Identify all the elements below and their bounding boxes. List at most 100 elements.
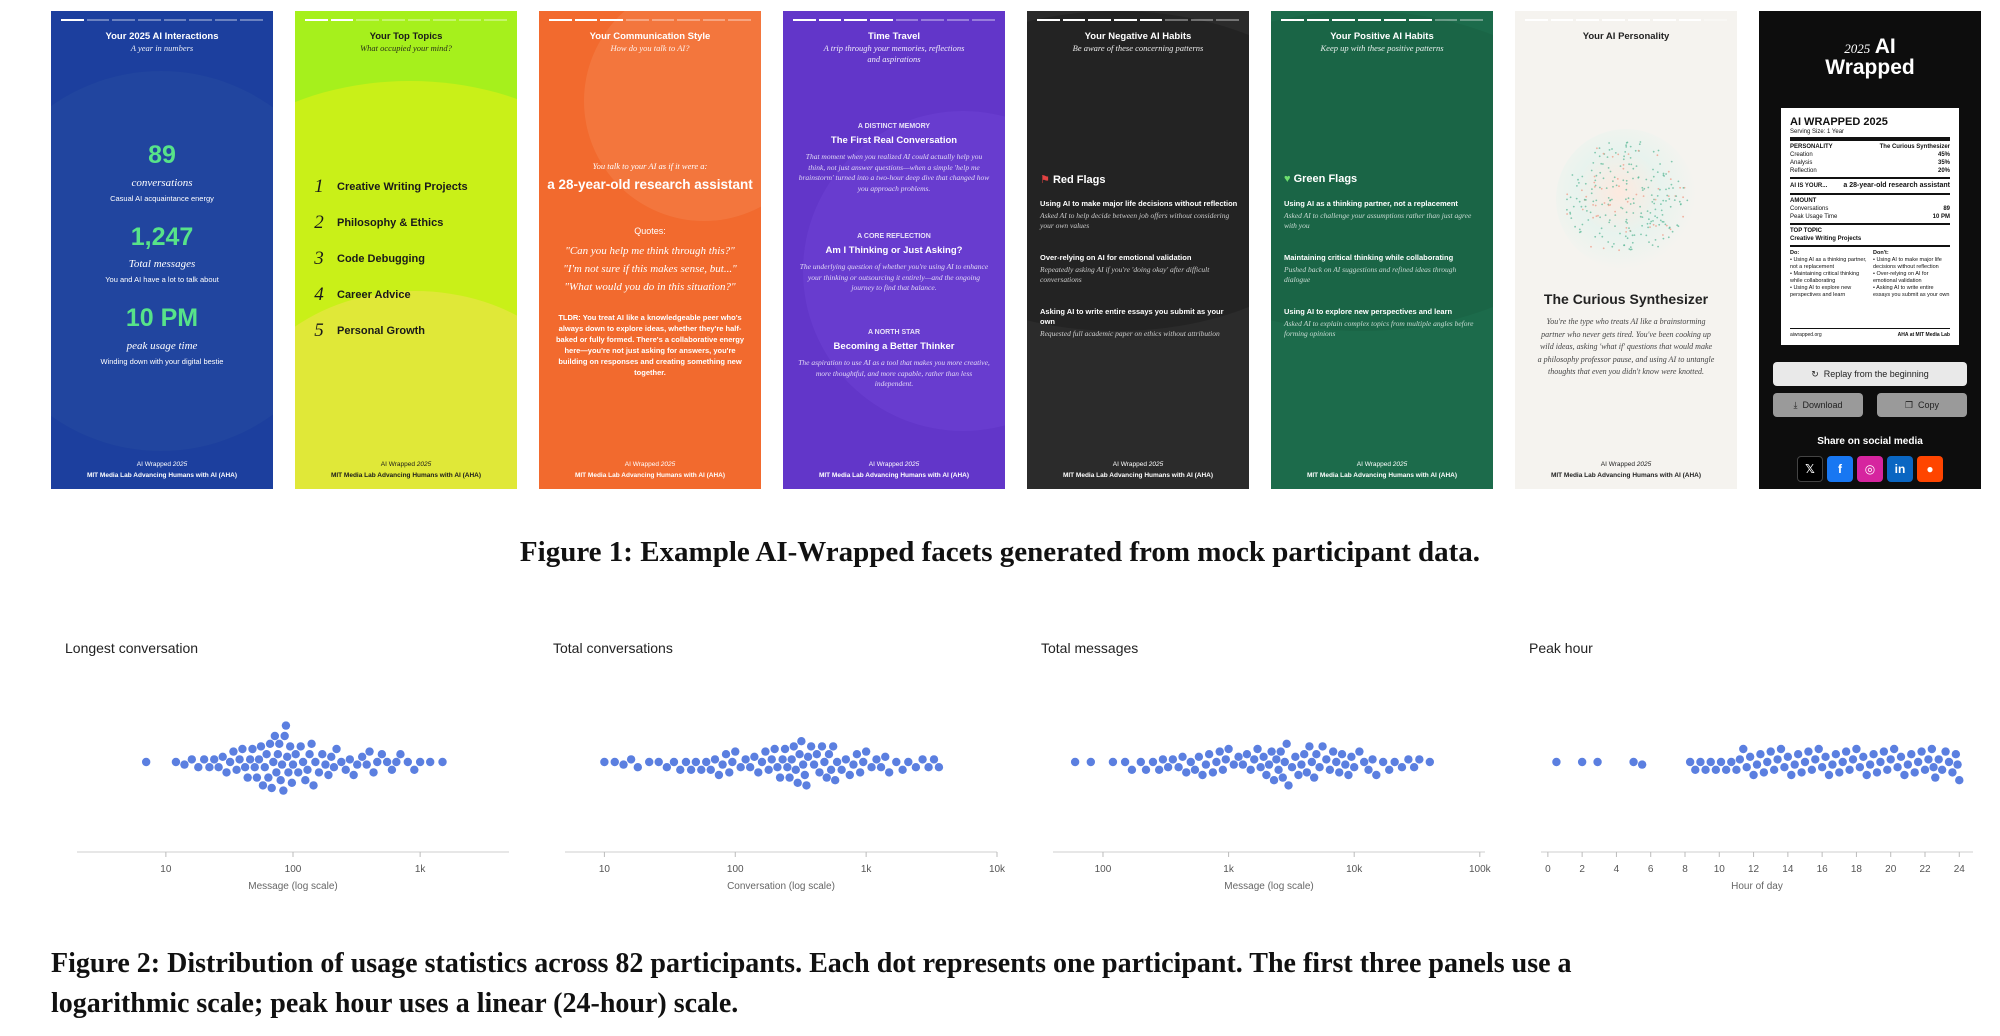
participant-dot — [345, 755, 355, 764]
participant-dot — [280, 731, 289, 741]
participant-dot — [761, 747, 770, 756]
orb-dot — [1667, 195, 1670, 197]
orb-dot — [1598, 232, 1601, 235]
download-button[interactable]: ⤓ Download — [1773, 393, 1863, 417]
participant-dot — [1280, 757, 1289, 767]
orb-dot — [1660, 209, 1663, 212]
participant-dot — [1807, 765, 1817, 774]
orb-dot — [1611, 198, 1613, 201]
orb-dot — [1581, 175, 1584, 178]
participant-dot — [240, 763, 250, 772]
orb-dot — [1652, 150, 1655, 153]
participant-dot — [1332, 757, 1341, 767]
x-icon[interactable]: 𝕏 — [1797, 456, 1823, 482]
orb-dot — [1615, 184, 1618, 187]
orb-dot — [1665, 200, 1667, 202]
replay-button[interactable]: ↻ Replay from the beginning — [1773, 362, 1967, 386]
participant-dot — [256, 742, 266, 751]
orb-dot — [1618, 249, 1620, 252]
copy-button[interactable]: ❐ Copy — [1877, 393, 1967, 417]
orb-dot — [1594, 151, 1596, 154]
participant-dot — [1742, 763, 1751, 772]
style-persona: a 28-year-old research assistant — [547, 177, 753, 192]
orb-dot — [1604, 214, 1607, 217]
participant-dot — [773, 763, 782, 772]
quotes-label: Quotes: — [634, 226, 666, 236]
facebook-icon[interactable]: f — [1827, 456, 1853, 482]
orb-dot — [1590, 245, 1592, 248]
orb-dot — [1593, 181, 1596, 184]
orb-dot — [1606, 156, 1609, 158]
orb-dot — [1578, 200, 1581, 203]
orb-dot — [1569, 211, 1571, 214]
participant-dot — [1307, 757, 1317, 767]
participant-dot — [815, 768, 824, 777]
participant-dot — [294, 768, 303, 777]
orb-dot — [1607, 204, 1610, 207]
participant-dot — [1552, 757, 1561, 767]
participant-dot — [1328, 747, 1338, 756]
participant-dot — [934, 763, 944, 772]
card-title: Your Negative AI Habits — [1084, 31, 1192, 42]
participant-dot — [1859, 752, 1868, 761]
orb-dot — [1624, 151, 1627, 153]
participant-dot — [686, 765, 696, 774]
orb-dot — [1596, 147, 1598, 150]
participant-dot — [721, 750, 731, 759]
participant-dot — [1800, 757, 1810, 767]
linkedin-icon[interactable]: in — [1887, 456, 1913, 482]
heart-icon: ♥ — [1284, 173, 1291, 185]
orb-dot — [1595, 215, 1598, 218]
participant-dot — [171, 757, 181, 767]
participant-dot — [767, 755, 776, 764]
participant-dot — [1872, 768, 1882, 777]
orb-dot — [1661, 214, 1664, 216]
participant-dot — [1302, 768, 1312, 777]
participant-dot — [783, 763, 792, 772]
participant-dot — [337, 757, 346, 767]
participant-dot — [764, 765, 773, 774]
instagram-icon[interactable]: ◎ — [1857, 456, 1883, 482]
participant-dot — [1229, 760, 1238, 769]
reddit-icon[interactable]: ● — [1917, 456, 1943, 482]
participant-dot — [1944, 757, 1954, 767]
participant-dot — [1282, 739, 1291, 748]
participant-dot — [1322, 755, 1331, 764]
orb-dot — [1622, 164, 1625, 166]
quote: "I'm not sure if this makes sense, but..… — [563, 263, 737, 275]
participant-dot — [1318, 742, 1327, 751]
participant-dot — [1120, 757, 1130, 767]
participant-dot — [1759, 768, 1769, 777]
orb-dot — [1608, 219, 1611, 221]
participant-dot — [1929, 763, 1938, 772]
orb-dot — [1672, 187, 1674, 189]
participant-dot — [1291, 752, 1300, 761]
orb-dot — [1664, 223, 1667, 226]
orb-dot — [1626, 237, 1629, 240]
orb-dot — [1584, 205, 1587, 208]
participant-dot — [1409, 763, 1419, 772]
chart-title: Total messages — [1041, 640, 1139, 656]
participant-dot — [619, 760, 628, 769]
orb-dot — [1626, 222, 1629, 224]
participant-dot — [438, 757, 447, 767]
habit-detail: Asked AI to help decide between job offe… — [1040, 211, 1230, 230]
participant-dot — [817, 742, 827, 751]
participant-dot — [254, 755, 264, 764]
participant-dot — [645, 757, 654, 767]
participant-dot — [654, 757, 663, 767]
participant-dot — [1224, 744, 1233, 754]
orb-dot — [1652, 220, 1654, 222]
orb-dot — [1650, 194, 1653, 196]
orb-dot — [1662, 172, 1665, 175]
x-tick-label: 10k — [989, 864, 1006, 875]
orb-dot — [1599, 186, 1601, 189]
orb-dot — [1648, 241, 1650, 243]
orb-dot — [1641, 216, 1644, 218]
participant-dot — [277, 760, 287, 769]
orb-dot — [1620, 206, 1622, 209]
participant-dot — [282, 752, 292, 761]
participant-dot — [1141, 765, 1151, 774]
orb-dot — [1682, 196, 1684, 199]
participant-dot — [1745, 752, 1755, 761]
